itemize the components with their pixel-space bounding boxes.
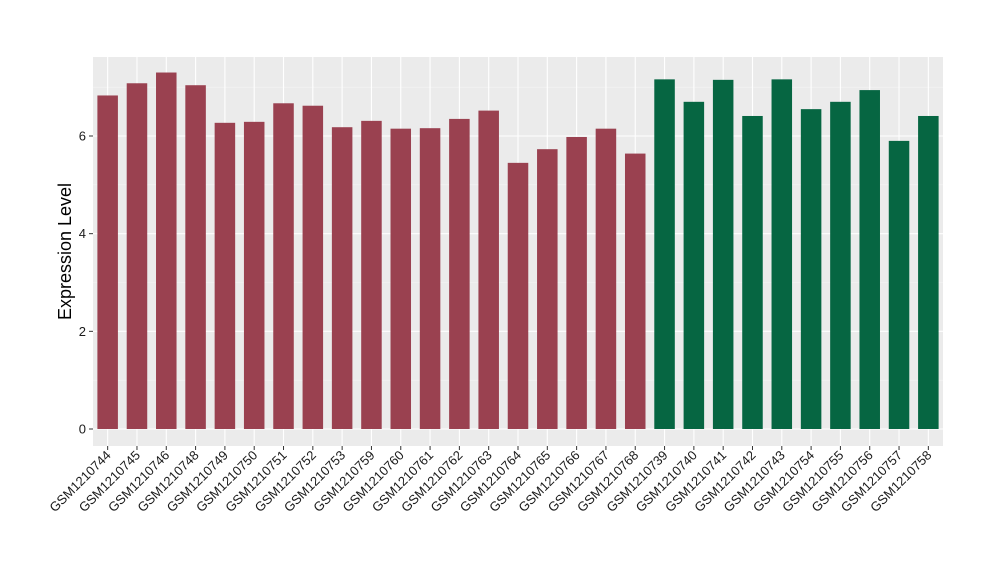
bar-GSM1210768	[624, 153, 646, 429]
bar-GSM1210743	[771, 79, 793, 429]
bar-GSM1210765	[537, 149, 558, 429]
bar-GSM1210759	[361, 120, 382, 429]
bar-GSM1210751	[273, 103, 294, 429]
bar-GSM1210755	[830, 101, 851, 430]
y-axis-title: Expression Level	[55, 183, 75, 320]
bar-GSM1210748	[185, 85, 206, 430]
bar-GSM1210750	[243, 121, 265, 430]
bar-GSM1210752	[302, 105, 324, 430]
y-tick-label: 4	[79, 226, 86, 241]
bar-GSM1210763	[478, 110, 499, 430]
y-tick-label: 0	[79, 422, 86, 437]
y-tick-label: 6	[79, 129, 86, 144]
bar-GSM1210744	[97, 95, 118, 430]
bar-GSM1210756	[859, 90, 880, 429]
bar-GSM1210740	[683, 101, 705, 430]
x-axis: GSM1210744GSM1210745GSM1210746GSM1210748…	[46, 446, 934, 515]
y-axis: 0 2 4 6	[79, 129, 93, 437]
y-tick-label: 2	[79, 324, 86, 339]
bar-GSM1210749	[214, 122, 236, 429]
bar-GSM1210741	[712, 79, 734, 429]
bar-GSM1210746	[156, 72, 177, 430]
bar-GSM1210764	[507, 162, 529, 429]
bar-GSM1210760	[390, 128, 412, 430]
bar-GSM1210767	[595, 128, 617, 430]
bar-GSM1210739	[654, 79, 675, 429]
bar-GSM1210766	[566, 136, 587, 429]
bar-GSM1210758	[918, 115, 939, 429]
bar-GSM1210762	[449, 118, 470, 430]
bar-GSM1210753	[331, 127, 353, 430]
bar-GSM1210761	[419, 128, 441, 430]
bar-GSM1210754	[800, 109, 822, 430]
bar-GSM1210757	[888, 140, 910, 429]
bar-GSM1210742	[742, 115, 763, 429]
bar-GSM1210745	[126, 83, 148, 429]
bars	[97, 72, 939, 430]
